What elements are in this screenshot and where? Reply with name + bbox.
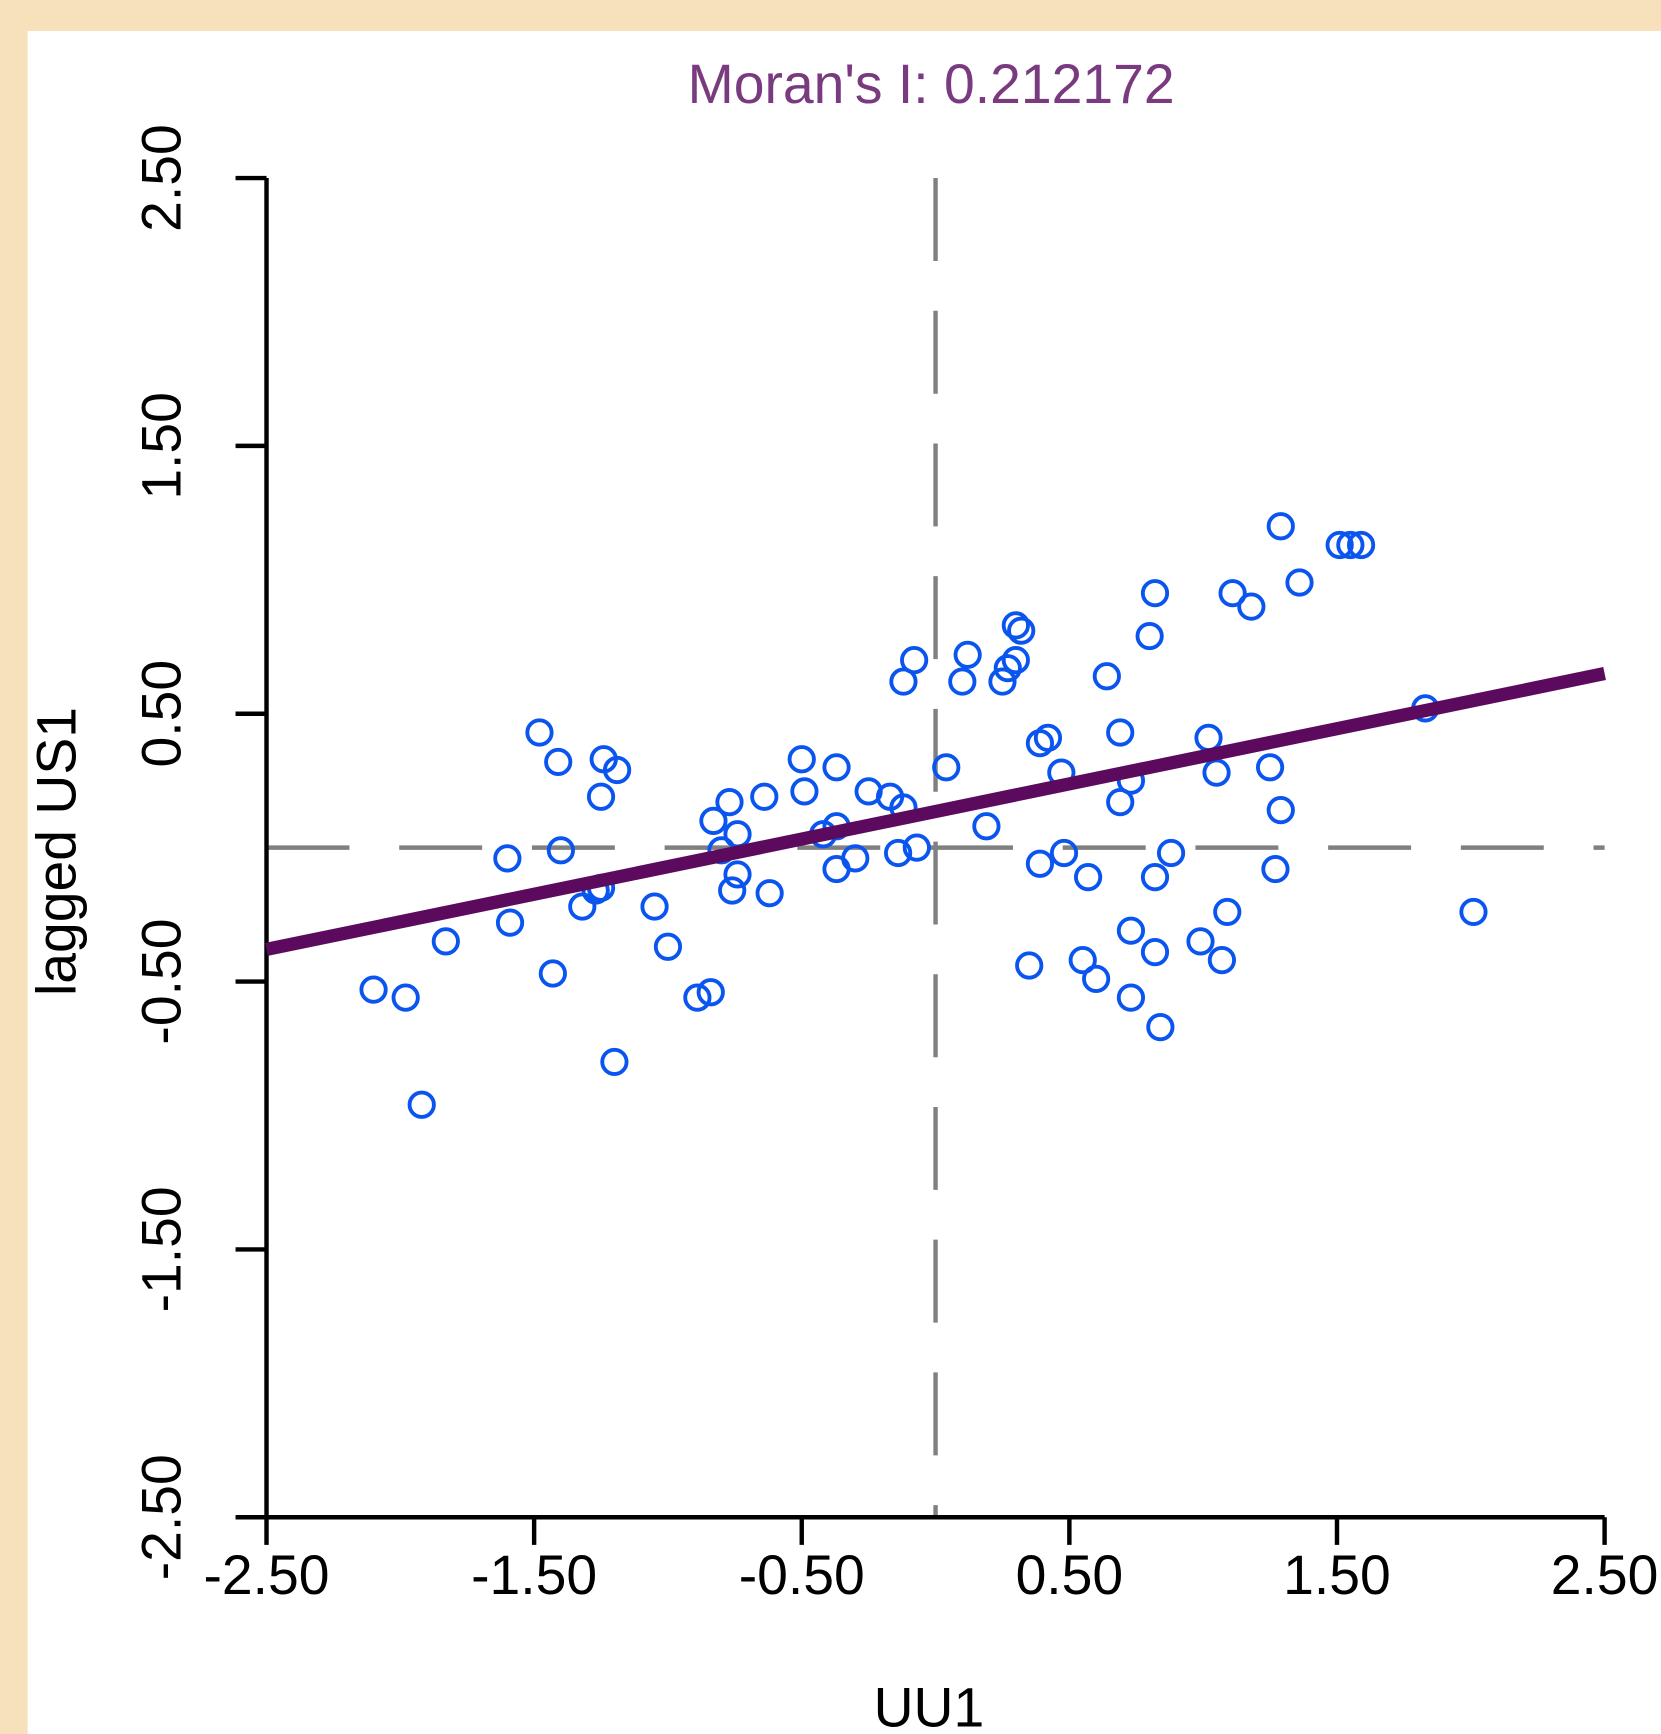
point (1336, 530, 1365, 560)
point (546, 836, 575, 865)
point (883, 838, 913, 868)
point (1106, 718, 1135, 747)
point (1106, 788, 1135, 817)
point (988, 667, 1017, 696)
point (493, 844, 522, 873)
y-tick-label: -0.50 (130, 919, 192, 1045)
point (1146, 1012, 1175, 1042)
point (1266, 796, 1295, 825)
point (822, 753, 851, 782)
x-tick-label: 2.50 (1551, 1544, 1659, 1606)
point (640, 892, 669, 921)
point (1033, 723, 1063, 752)
point (1325, 530, 1354, 560)
point (1186, 927, 1215, 956)
point (1116, 916, 1146, 945)
x-axis-label: UU1 (874, 1676, 985, 1734)
point (538, 959, 567, 988)
point (1266, 512, 1295, 541)
y-tick-label: 2.50 (130, 124, 192, 232)
point (699, 806, 728, 835)
point (1007, 616, 1036, 645)
point (1255, 753, 1285, 782)
point (525, 718, 554, 747)
x-tick-label: 1.50 (1283, 1544, 1391, 1606)
point (1285, 568, 1314, 597)
point (1218, 579, 1247, 608)
point (602, 755, 632, 785)
point (1049, 838, 1079, 868)
point (1213, 897, 1242, 927)
point (1135, 621, 1164, 651)
point (1156, 838, 1186, 868)
point (718, 876, 747, 905)
point (568, 892, 597, 921)
y-tick-label: 0.50 (130, 660, 192, 768)
point (715, 788, 744, 817)
y-tick-label: -2.50 (130, 1454, 192, 1580)
point (1202, 758, 1231, 787)
point (1073, 863, 1103, 892)
point (948, 667, 977, 696)
point (1140, 579, 1170, 608)
point (391, 983, 420, 1012)
point (1015, 951, 1044, 980)
point (1237, 592, 1266, 621)
point (696, 978, 725, 1007)
point (723, 860, 752, 889)
point (755, 879, 784, 908)
point (683, 983, 712, 1012)
point (1001, 611, 1030, 640)
point (1346, 530, 1376, 560)
point (653, 932, 683, 961)
point (1207, 946, 1237, 975)
point (600, 1047, 629, 1077)
point (359, 975, 388, 1004)
point (953, 640, 982, 669)
x-tick-label: -1.50 (471, 1544, 597, 1606)
point (1261, 854, 1290, 884)
point (750, 782, 779, 811)
x-tick-label: 0.50 (1016, 1544, 1124, 1606)
point (889, 667, 918, 696)
point (544, 747, 573, 777)
point (1001, 646, 1030, 675)
point (586, 782, 616, 811)
point (431, 927, 460, 956)
point (822, 854, 851, 884)
point (1025, 849, 1055, 878)
chart-title: Moran's I: 0.212172 (688, 53, 1175, 115)
y-tick-label: -1.50 (130, 1186, 192, 1312)
fit-line (265, 667, 1606, 956)
point (993, 654, 1022, 683)
point (900, 646, 929, 675)
point (790, 777, 819, 806)
point (1116, 983, 1146, 1012)
x-tick-label: -2.50 (204, 1544, 330, 1606)
point (787, 745, 816, 774)
x-tick-label: -0.50 (739, 1544, 865, 1606)
point (1459, 897, 1488, 927)
point (407, 1090, 436, 1119)
point (902, 833, 931, 862)
point (1140, 863, 1170, 892)
point (1082, 964, 1111, 993)
y-axis-label: lagged US1 (25, 707, 87, 996)
point (1068, 946, 1097, 975)
point (932, 753, 961, 782)
point (1092, 662, 1121, 691)
point (972, 812, 1001, 841)
point (1140, 938, 1170, 967)
point (495, 908, 525, 937)
plot-panel (27, 30, 1661, 1734)
y-tick-label: 1.50 (130, 392, 192, 500)
